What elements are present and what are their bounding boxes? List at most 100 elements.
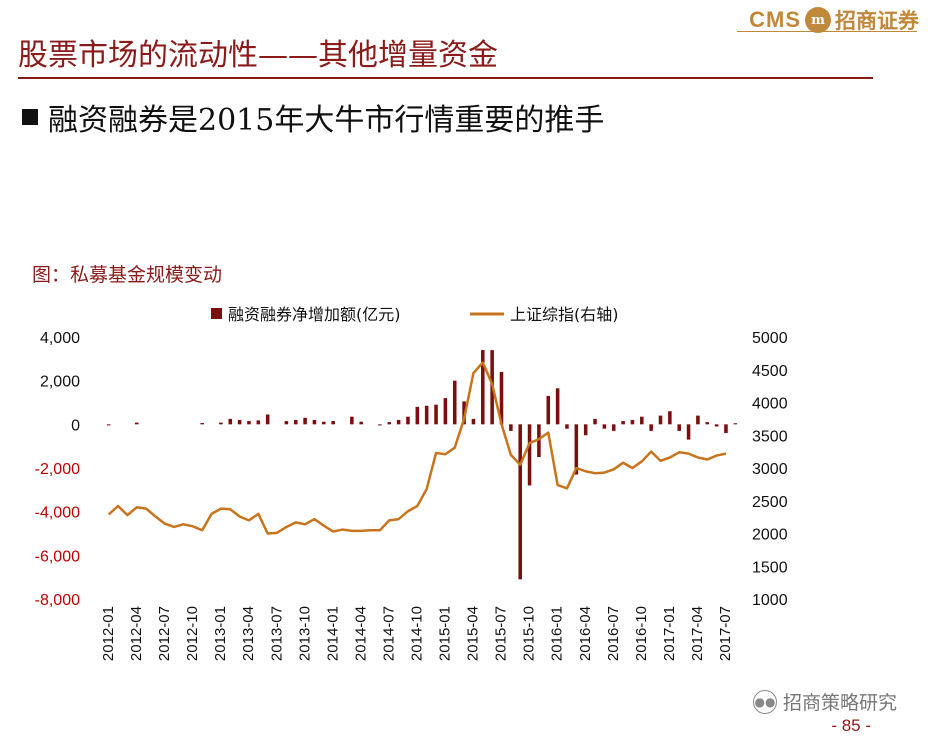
left-tick-label: -6,000 [35,548,80,565]
x-tick-label: 2015-01 [437,606,454,661]
bar-mark [565,424,569,429]
x-tick-label: 2015-04 [465,606,482,661]
wechat-icon: ●● [752,689,777,714]
x-tick-label: 2014-01 [324,606,341,661]
bar-mark [537,424,541,458]
bar-mark [499,371,504,425]
x-tick-label: 2017-04 [689,606,706,661]
bullet-square-icon [22,109,38,125]
wechat-watermark: ●● 招商策略研究 [752,688,897,715]
x-tick-label: 2016-04 [577,606,594,661]
bar-mark [733,423,738,425]
bar-mark [677,424,681,431]
bar-mark [303,417,307,425]
logo-company-name: 招商证券 [835,9,919,33]
right-tick-label: 3500 [752,428,788,445]
bar-mark [583,424,588,436]
x-tick-label: 2013-04 [240,606,257,661]
bar-mark [359,421,363,425]
x-tick-label: 2017-01 [661,606,678,661]
x-tick-label: 2016-07 [605,606,622,661]
left-tick-label: -4,000 [35,505,80,522]
bullet-text: 融资融券是2015年大牛市行情重要的推手 [48,103,605,138]
x-tick-label: 2013-07 [268,606,285,661]
bar-mark [640,416,644,425]
x-tick-label: 2014-04 [352,606,369,661]
right-tick-label: 4500 [752,363,788,380]
right-tick-label: 2500 [752,494,788,511]
figure-caption: 图：私募基金规模变动 [32,264,223,286]
bar-mark [415,406,420,425]
line-series [107,361,727,535]
bar-mark [452,380,457,425]
bar-mark [518,424,522,580]
bar-mark [602,424,607,429]
right-axis: 5000 4500 4000 3500 3000 2500 2000 1500 1000 [752,330,788,609]
bar-mark [658,415,663,425]
left-tick-label: -8,000 [35,592,80,609]
logo-cms-text: CMS [749,7,801,32]
bar-mark [265,414,270,425]
bar-mark [686,424,691,440]
logo-divider [737,31,917,32]
bar-mark [696,415,700,425]
bar-mark [200,423,204,425]
x-tick-label: 2015-07 [493,606,510,661]
x-tick-label: 2012-01 [100,606,117,661]
bar-mark [527,424,532,486]
bar-mark [443,398,448,425]
bar-mark [471,418,476,425]
bar-mark [331,421,335,425]
x-tick-label: 2012-04 [128,606,145,661]
bar-mark [668,411,672,425]
brand-logo: CMS m 招商证券 [749,5,919,35]
bar-mark [621,421,625,425]
bar-mark [546,395,551,425]
bar-mark [406,416,410,425]
legend-line-label: 上证综指(右轴) [510,305,619,324]
bar-mark [724,424,728,434]
bar-mark [611,424,616,431]
bar-mark [434,404,438,425]
bar-mark [237,419,242,425]
bar-mark [574,424,579,475]
bar-mark [630,419,635,425]
bar-mark [312,419,317,425]
x-tick-label: 2012-07 [156,606,173,661]
bar-mark [424,405,429,425]
x-tick-label: 2016-01 [549,606,566,661]
bar-mark [387,422,392,425]
bar-mark [714,424,719,427]
title-divider [18,77,873,79]
bullet-point: 融资融券是2015年大牛市行情重要的推手 [22,95,604,139]
bar-mark [705,422,710,425]
left-tick-label: -2,000 [35,461,80,478]
wechat-label: 招商策略研究 [782,692,897,714]
x-tick-label: 2013-10 [296,606,313,661]
bar-mark [106,424,111,426]
bar-mark [593,418,597,425]
x-tick-label: 2017-07 [717,606,734,661]
right-tick-label: 1000 [752,592,788,609]
bar-mark [350,416,354,425]
bar-mark [509,424,513,431]
x-tick-label: 2013-01 [212,606,229,661]
bar-mark [134,422,139,425]
bar-mark [378,424,382,426]
legend-bar-label: 融资融券净增加额(亿元) [228,305,401,324]
bar-mark [555,388,560,425]
x-tick-label: 2012-10 [184,606,201,661]
right-tick-label: 4000 [752,396,788,413]
right-tick-label: 2000 [752,527,788,544]
page-number: - 85 - [831,716,871,735]
page-title: 股票市场的流动性——其他增量资金 [18,38,498,73]
left-tick-label: 0 [71,417,80,434]
bar-mark [396,419,401,425]
x-tick-label: 2014-07 [380,606,397,661]
bar-mark [322,421,326,425]
x-tick-label: 2015-10 [521,606,538,661]
right-tick-label: 5000 [752,330,788,347]
left-tick-label: 2,000 [40,374,80,391]
right-tick-label: 1500 [752,559,788,576]
right-tick-label: 3000 [752,461,788,478]
